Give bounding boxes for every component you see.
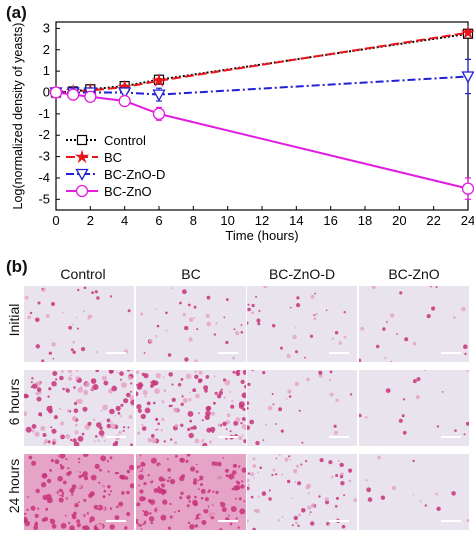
row-header-6-hours: 6 hours xyxy=(6,378,22,426)
x-tick-label: 24 xyxy=(461,213,474,228)
scale-bar xyxy=(329,352,349,354)
scale-bar xyxy=(106,520,126,522)
series-line-bc-zno-d xyxy=(56,75,469,96)
x-tick-label: 22 xyxy=(426,213,440,228)
point-bc-zno xyxy=(461,182,474,195)
point-bc-zno-d xyxy=(152,89,166,102)
legend-label-control: Control xyxy=(104,133,146,148)
x-tick-label: 18 xyxy=(358,213,372,228)
x-tick-label: 4 xyxy=(121,213,128,228)
column-header-bc: BC xyxy=(181,266,201,282)
point-bc xyxy=(151,73,167,87)
x-tick-label: 6 xyxy=(155,213,162,228)
micrograph-bc-zno-d-initial xyxy=(247,286,357,362)
legend-marker-bc-zno xyxy=(75,184,89,198)
y-tick-label: 2 xyxy=(43,42,50,57)
x-tick-label: 10 xyxy=(220,213,234,228)
y-tick-label: -4 xyxy=(38,170,50,185)
x-axis-label: Time (hours) xyxy=(225,228,298,243)
series-line-bc xyxy=(55,31,469,94)
micrograph-bc-initial xyxy=(136,286,246,362)
scale-bar xyxy=(218,352,238,354)
legend-label-bc-zno: BC-ZnO xyxy=(104,184,152,199)
x-tick-label: 8 xyxy=(190,213,197,228)
y-tick-label: 3 xyxy=(43,20,50,35)
legend-label-bc: BC xyxy=(104,150,122,165)
micrograph-bc-6-hours xyxy=(136,370,246,446)
scale-bar xyxy=(441,436,461,438)
scale-bar xyxy=(329,436,349,438)
legend-marker-bc xyxy=(74,149,90,164)
x-tick-label: 20 xyxy=(392,213,406,228)
point-bc-zno xyxy=(152,107,166,121)
point-bc-zno xyxy=(118,94,131,108)
point-bc-zno xyxy=(84,90,97,103)
x-tick-label: 14 xyxy=(289,213,303,228)
y-tick-label: 0 xyxy=(43,85,50,100)
x-tick-label: 0 xyxy=(52,213,59,228)
scale-bar xyxy=(106,436,126,438)
column-header-bc-zno: BC-ZnO xyxy=(388,266,440,282)
micrograph-bc-zno-6-hours xyxy=(359,370,469,446)
micrograph-grid: Control BC BC-ZnO-D BC-ZnO Initial 6 hou… xyxy=(0,258,474,536)
y-tick-label: 1 xyxy=(43,63,50,78)
scale-bar xyxy=(329,520,349,522)
point-bc-zno xyxy=(49,86,63,99)
scale-bar xyxy=(441,352,461,354)
point-bc-zno-d xyxy=(461,71,474,84)
panel-b-label: (b) xyxy=(6,257,28,276)
micrograph-bc-24-hours xyxy=(136,454,246,530)
point-bc xyxy=(460,24,474,39)
column-header-control: Control xyxy=(60,266,106,282)
x-tick-label: 16 xyxy=(323,213,337,228)
point-bc-zno-d xyxy=(118,87,132,100)
row-header-initial: Initial xyxy=(6,303,22,337)
y-tick-label: -3 xyxy=(38,149,50,164)
x-tick-label: 2 xyxy=(87,213,94,228)
row-header-24-hours: 24 hours xyxy=(6,458,22,514)
legend-marker-control xyxy=(76,134,88,146)
micrograph-bc-zno-d-24-hours xyxy=(247,454,357,530)
point-bc-zno xyxy=(67,88,80,101)
scale-bar xyxy=(441,520,461,522)
x-tick-label: 12 xyxy=(255,213,269,228)
micrograph-bc-zno-24-hours xyxy=(359,454,469,530)
scale-bar xyxy=(106,352,126,354)
legend-marker-bc-zno-d xyxy=(75,168,89,181)
micrograph-bc-zno-initial xyxy=(359,286,469,362)
y-tick-label: -5 xyxy=(38,191,50,206)
legend-label-bc-zno-d: BC-ZnO-D xyxy=(104,167,165,182)
y-tick-label: -1 xyxy=(38,106,50,121)
line-chart: 0 2 4 6 8 10 12 14 16 18 20 22 24-5-4-3-2-10123Time … xyxy=(11,20,474,243)
micrograph-bc-zno-d-6-hours xyxy=(247,370,357,446)
scale-bar xyxy=(218,520,238,522)
micrograph-control-6-hours xyxy=(24,370,134,446)
column-header-bc-zno-d: BC-ZnO-D xyxy=(268,266,336,282)
y-tick-label: -2 xyxy=(38,127,50,142)
scale-bar xyxy=(218,436,238,438)
micrograph-control-24-hours xyxy=(24,454,134,530)
micrograph-control-initial xyxy=(24,286,134,362)
y-axis-label: Log(normalized density of yeasts) xyxy=(11,23,25,210)
panel-a-label: (a) xyxy=(6,3,27,22)
